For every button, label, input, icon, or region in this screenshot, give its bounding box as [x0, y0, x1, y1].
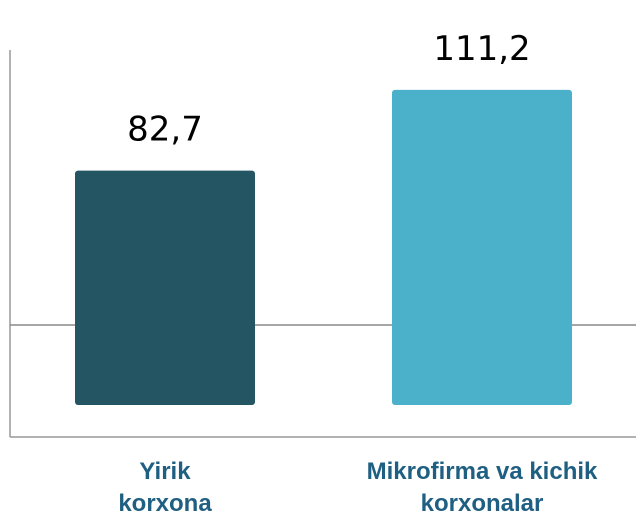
value-label: 82,7 — [127, 110, 203, 150]
bar — [392, 89, 572, 405]
value-label: 111,2 — [433, 29, 530, 69]
x-tick-label: Yirik korxona — [118, 458, 212, 517]
bar — [75, 170, 255, 405]
x-tick-label: Mikrofirma va kichik korxonalar — [366, 458, 598, 517]
